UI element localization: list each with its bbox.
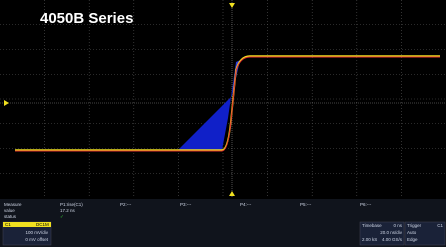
trigger-label: Trigger (407, 223, 422, 228)
measure-header: P1:rise(C1) (60, 202, 83, 207)
timebase-label: Timebase (362, 223, 382, 228)
measure-header: P5:--- (300, 202, 312, 207)
measure-header: P3:--- (180, 202, 192, 207)
trigger-mode: Auto (407, 230, 417, 235)
title: 4050B Series (40, 10, 133, 27)
measure-header: P2:--- (120, 202, 132, 207)
channel-scale: 100 mV/div (25, 230, 48, 235)
timebase-scale: 20.0 ns/div (380, 230, 403, 235)
measure-header: Measure (4, 202, 22, 207)
measure-cell: status (4, 214, 17, 219)
channel-offset: 0 mV offset (25, 237, 48, 242)
measure-header: P6:--- (360, 202, 372, 207)
measure-header: P4:--- (240, 202, 252, 207)
trigger-source: C1 (437, 223, 443, 228)
timebase-delay: 0 ns (393, 223, 402, 228)
scope-screen: 4050B Series Measure P1:rise(C1) P2:--- P3:… (0, 0, 446, 247)
channel-coupling: DC1M (36, 222, 49, 227)
timebase-samples: 2.00 kS (362, 237, 377, 242)
measure-cell: 17.2 ns (60, 208, 76, 213)
trigger-type: Edge (407, 237, 418, 242)
timebase-rate: 4.00 GS/s (382, 237, 403, 242)
status-check: ✓ (60, 214, 64, 219)
channel-label: C1 (5, 222, 11, 227)
measure-cell: value (4, 208, 15, 213)
